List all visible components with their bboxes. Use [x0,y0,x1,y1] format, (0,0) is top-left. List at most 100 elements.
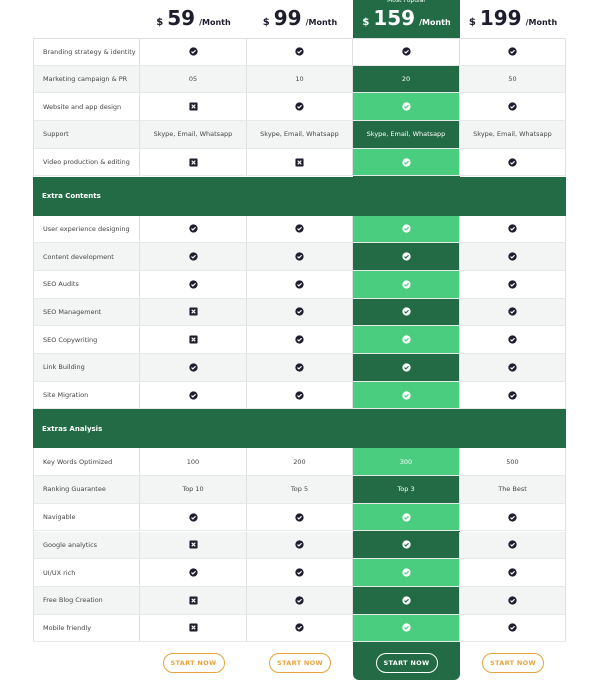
feature-cell [247,298,353,327]
check-icon [508,307,517,317]
check-icon [188,568,198,577]
check-icon [508,596,517,605]
feature-cell [353,148,460,177]
check-icon [295,390,304,400]
feature-cell [353,243,460,271]
feature-cell [247,243,353,271]
feature-label: Site Migration [33,381,140,410]
feature-label: Key Words Optimized [33,448,140,477]
check-icon [188,513,198,522]
check-icon [401,102,411,111]
check-icon [508,363,517,372]
feature-cell [247,215,353,244]
start-button[interactable]: START NOW [375,653,438,673]
cross-icon [188,540,198,549]
feature-cell: Top 5 [247,476,353,504]
check-icon [188,390,198,400]
check-icon [401,363,411,372]
feature-cell [353,38,460,66]
feature-cell [247,559,353,587]
period: /Month [305,18,338,27]
feature-cell [140,586,247,615]
feature-label: Marketing campaign & PR [33,65,140,94]
feature-cell [247,148,353,177]
feature-cell [353,559,460,587]
feature-cell [247,326,353,354]
feature-label: Video production & editing [33,148,140,177]
feature-cell: 300 [353,448,460,477]
check-icon [508,568,517,577]
check-icon [401,568,411,577]
check-icon [508,335,517,344]
feature-cell [247,93,353,122]
feature-cell [140,614,247,643]
feature-cell: 10 [247,65,353,94]
feature-cell: 500 [460,448,566,477]
feature-cell: 20 [353,65,460,94]
cross-icon [188,102,198,111]
check-icon [401,623,411,633]
check-icon [401,596,411,605]
plan-price: $199/Month [460,6,566,32]
start-button[interactable]: START NOW [482,653,544,673]
feature-cell [460,503,566,532]
feature-cell [247,270,353,299]
start-button[interactable]: START NOW [269,653,331,673]
start-button[interactable]: START NOW [162,653,225,673]
currency: $ [362,17,370,28]
check-icon [508,280,517,289]
check-icon [401,390,411,400]
check-icon [508,623,517,633]
price-amount: 199 [479,6,522,30]
check-icon [295,307,304,317]
check-icon [401,252,411,261]
feature-cell [460,614,566,643]
feature-cell [460,38,566,66]
feature-cell: 05 [140,65,247,94]
feature-cell [140,148,247,177]
check-icon [401,513,411,522]
feature-cell [247,503,353,532]
check-icon [295,224,304,233]
check-icon [401,47,411,56]
check-icon [508,224,517,233]
currency: $ [262,17,270,28]
feature-cell [140,531,247,560]
period: /Month [525,18,558,27]
feature-cell [460,326,566,354]
feature-cell [460,148,566,177]
plan-price: $99/Month [247,6,353,32]
feature-cell [140,298,247,327]
check-icon [295,540,304,549]
check-icon [295,102,304,111]
check-icon [401,540,411,549]
feature-cell [353,586,460,615]
cross-icon [295,158,304,167]
feature-cell [140,354,247,382]
plan-price: $59/Month [140,6,247,32]
check-icon [188,47,198,56]
feature-cell [353,354,460,382]
feature-cell [140,559,247,587]
section-header: Extra Contents [33,176,566,216]
feature-cell: Top 3 [353,476,460,504]
check-icon [295,47,304,56]
check-icon [188,252,198,261]
check-icon [508,47,517,56]
cross-icon [188,335,198,344]
feature-cell [353,326,460,354]
check-icon [295,252,304,261]
feature-label: Content development [33,243,140,271]
check-icon [295,280,304,289]
feature-cell [460,215,566,244]
check-icon [295,363,304,372]
check-icon [188,363,198,372]
currency: $ [156,17,164,28]
feature-cell: 200 [247,448,353,477]
cross-icon [188,596,198,605]
feature-cell [247,586,353,615]
feature-cell: Top 10 [140,476,247,504]
check-icon [295,623,304,633]
feature-label: User experience designing [33,215,140,244]
